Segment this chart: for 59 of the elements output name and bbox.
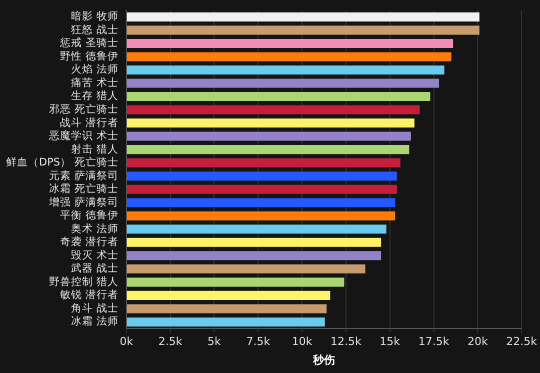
y-tick-label: 生存 猎人 [71, 89, 118, 102]
bar [126, 132, 411, 141]
bar [126, 238, 382, 247]
x-tick-label: 7.5k [246, 335, 271, 348]
bar [126, 12, 480, 22]
y-tick-label: 痛苦 术士 [71, 76, 118, 89]
y-tick-label: 平衡 德鲁伊 [60, 210, 118, 222]
bar [126, 264, 366, 274]
y-tick-label: 狂怒 战士 [71, 22, 118, 36]
y-tick-label: 增强 萨满祭司 [48, 195, 118, 208]
y-tick-label: 鲜血（DPS） 死亡骑士 [6, 156, 118, 169]
y-tick-label: 战斗 潜行者 [60, 116, 118, 129]
bar [126, 224, 386, 234]
bar [126, 198, 396, 208]
y-tick-label: 惩戒 圣骑士 [59, 36, 118, 50]
bar [126, 145, 410, 154]
y-tick-label: 暗影 牧师 [71, 10, 118, 23]
y-tick-label: 邪恶 死亡骑士 [49, 102, 118, 116]
y-tick-label: 敏锐 潜行者 [60, 288, 118, 302]
x-tick-label: 5k [208, 335, 222, 348]
y-tick-label: 角斗 战士 [71, 301, 118, 314]
bar [126, 65, 444, 74]
y-tick-label: 射击 猎人 [71, 142, 118, 156]
bar [126, 92, 430, 102]
bar [126, 118, 414, 128]
x-tick-label: 12.5k [330, 335, 362, 348]
y-tick-label: 武器 战士 [71, 262, 118, 275]
x-tick-label: 2.5k [158, 335, 183, 348]
x-tick-label: 17.5k [418, 335, 450, 348]
y-tick-label: 奇袭 潜行者 [60, 235, 118, 248]
y-tick-label: 火焰 法师 [71, 62, 118, 76]
bar [126, 26, 480, 35]
x-tick-label: 0k [120, 335, 134, 348]
x-tick-label: 22.5k [506, 335, 538, 348]
bar [126, 211, 396, 220]
y-tick-label: 冰霜 死亡骑士 [49, 182, 118, 196]
bar [126, 304, 327, 314]
bar [126, 251, 382, 260]
x-tick-label: 15k [380, 335, 401, 348]
bar [126, 184, 397, 194]
bar [126, 78, 440, 88]
y-tick-label: 冰霜 法师 [71, 314, 118, 328]
y-tick-label: 野兽控制 猎人 [49, 274, 118, 288]
bar [126, 105, 420, 114]
x-tick-label: 10k [292, 335, 313, 348]
y-tick-label: 野性 德鲁伊 [60, 50, 118, 62]
bar [126, 38, 454, 48]
bar [126, 52, 452, 62]
y-tick-label: 毁灭 术士 [71, 248, 118, 262]
bar [126, 278, 344, 287]
bar [126, 158, 400, 168]
x-tick-label: 20k [467, 335, 488, 348]
bar [126, 317, 325, 326]
x-axis-title: 秒伤 [312, 353, 335, 366]
bar [126, 290, 330, 300]
y-tick-label: 恶魔学识 术士 [48, 129, 118, 142]
y-tick-label: 奥术 法师 [71, 222, 118, 235]
bar [126, 172, 397, 181]
y-tick-label: 元素 萨满祭司 [49, 168, 118, 182]
